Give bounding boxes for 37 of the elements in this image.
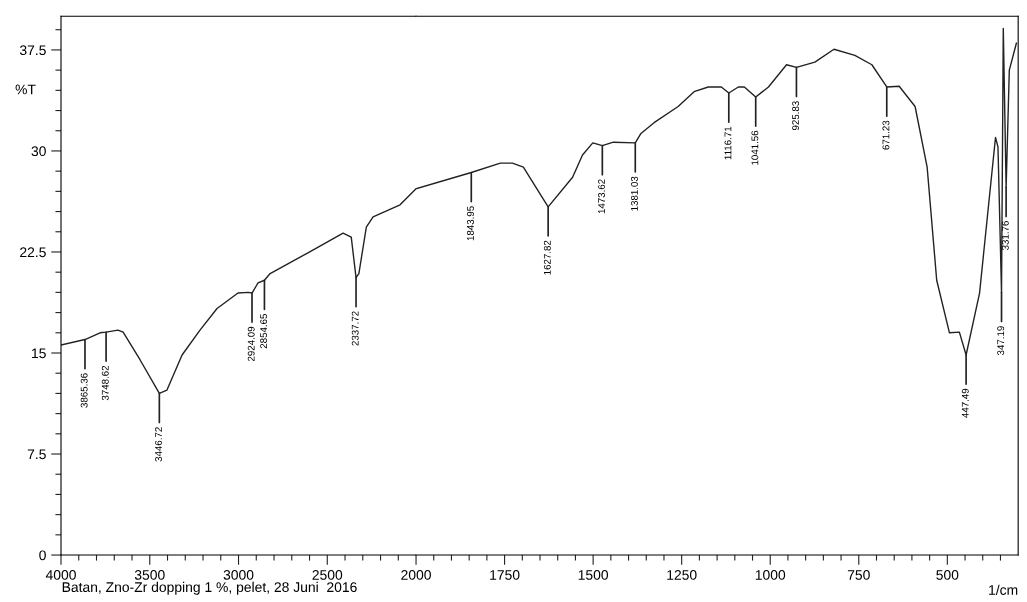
x-tick-label: 500 [936,569,959,580]
annotation: 347.19 [997,326,1005,356]
annotation: 3865.36 [80,373,88,408]
x-tick-label: 1000 [755,569,786,580]
annotation: 1473.62 [598,179,605,214]
x-tick-label: 3000 [223,569,254,580]
annotation: 925.83 [792,101,800,131]
annotation: 1041.56 [751,130,759,165]
annotation: 2924.09 [247,326,255,362]
x-axis-title: 1/cm [989,584,1018,595]
annotation: 1843.95 [467,206,474,241]
annotation: 1627.82 [543,240,551,275]
x-tick-label: 1250 [667,569,697,580]
annotation: 331.76 [1001,221,1009,251]
y-tick-label: 22.5 [20,247,46,258]
annotation: 3446.72 [155,427,162,462]
x-tick-label: 750 [847,569,870,580]
annotation: 2337.72 [351,311,359,346]
x-tick-label: 2500 [312,569,343,580]
y-tick-label: 0 [39,550,46,561]
y-tick-label: 37.5 [19,45,46,56]
y-tick-label: 15 [32,348,46,359]
y-tick-label: 30 [31,146,46,157]
annotation: 671.23 [882,120,890,150]
x-tick-label: 1500 [578,569,609,580]
x-tick-label: 2000 [401,569,431,580]
annotation: 3748.62 [101,365,109,401]
annotation: 1116.71 [724,126,732,160]
y-tick-label: 7.5 [27,449,46,460]
annotation: 2854.65 [260,314,268,349]
text: Batan, Zno-Zr dopping 1 %, pelet, 28 Juni 2016 [62,581,357,595]
annotation: 1381.03 [631,176,638,211]
x-tick-label: 1750 [490,569,520,580]
x-tick-label: 4000 [45,569,76,580]
y-axis-title: %T [15,84,36,95]
x-tick-label: 3500 [134,569,165,580]
annotation: 447.49 [961,388,969,418]
